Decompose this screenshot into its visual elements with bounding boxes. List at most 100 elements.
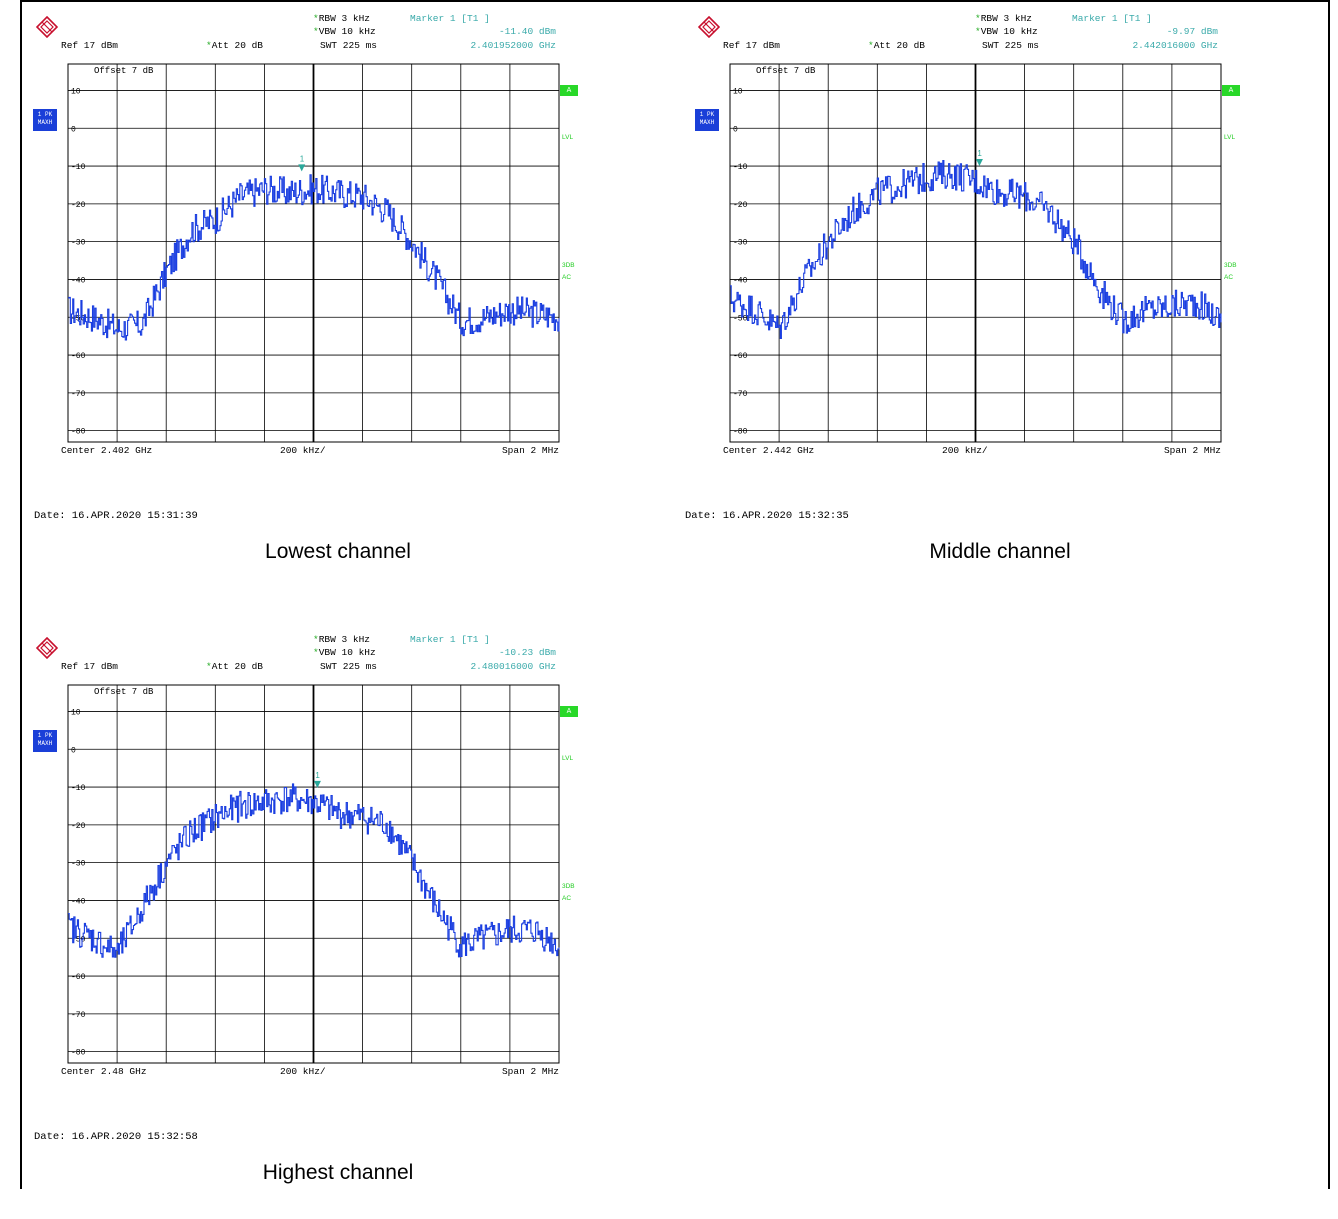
marker-title: Marker 1 [T1 ] [410, 13, 490, 24]
db3-indicator: 3DB [562, 883, 575, 890]
rbw-setting: *RBW 3 kHz [975, 13, 1032, 24]
star-icon: * [868, 40, 874, 51]
marker-title: Marker 1 [T1 ] [410, 634, 490, 645]
channel-caption: Middle channel [929, 540, 1071, 563]
lvl-indicator: LVL [562, 755, 574, 762]
y-tick-label: -10 [71, 784, 86, 793]
star-icon: * [313, 647, 319, 658]
offset-label: Offset 7 dB [756, 66, 816, 76]
page-frame [20, 0, 1330, 1189]
attenuation-setting: *Att 20 dB [868, 40, 925, 51]
marker-number: 1 [977, 149, 982, 158]
capture-date: Date: 16.APR.2020 15:31:39 [34, 510, 198, 522]
capture-date: Date: 16.APR.2020 15:32:58 [34, 1131, 198, 1143]
rbw-label: RBW 3 kHz [980, 13, 1033, 24]
star-icon: * [975, 13, 981, 24]
trace-line [68, 783, 560, 958]
y-tick-label: -70 [71, 390, 86, 399]
star-icon: * [313, 13, 319, 24]
marker-level: -9.97 dBm [1166, 26, 1218, 37]
rbw-setting: *RBW 3 kHz [313, 634, 370, 645]
ref-level: Ref 17 dBm [61, 661, 119, 672]
vbw-setting: *VBW 10 kHz [975, 26, 1038, 37]
y-tick-label: -70 [733, 390, 748, 399]
marker-triangle [298, 164, 306, 172]
marker-number: 1 [315, 771, 320, 780]
y-tick-label: -20 [71, 822, 86, 831]
vbw-label: VBW 10 kHz [980, 26, 1038, 37]
rohde-schwarz-logo [36, 637, 58, 659]
rbw-label: RBW 3 kHz [318, 13, 371, 24]
attenuation-setting: *Att 20 dB [206, 661, 263, 672]
marker-frequency: 2.442016000 GHz [1132, 40, 1218, 51]
marker-triangle [975, 158, 983, 166]
y-tick-label: 10 [71, 708, 81, 717]
spectrum-panel-highest: *RBW 3 kHz *VBW 10 kHz Ref 17 dBm *Att 20 d… [28, 629, 578, 1219]
y-tick-label: -50 [71, 935, 86, 944]
db3-indicator: 3DB [562, 262, 575, 269]
att-label: Att 20 dB [211, 661, 264, 672]
y-tick-label: 10 [733, 87, 743, 96]
trace-mode-label: 1 PK MAXH [33, 109, 57, 131]
rbw-label: RBW 3 kHz [318, 634, 371, 645]
trace-maxhold-label: MAXH [37, 119, 53, 126]
center-frequency: Center 2.402 GHz [61, 445, 153, 456]
att-label: Att 20 dB [873, 40, 926, 51]
y-tick-label: -30 [71, 239, 86, 248]
star-icon: * [313, 634, 319, 645]
trace-mode-label: 1 PK MAXH [695, 109, 719, 131]
star-icon: * [206, 661, 212, 672]
frequency-span: Span 2 MHz [501, 445, 559, 456]
y-tick-label: -60 [733, 352, 748, 361]
y-tick-label: -30 [71, 860, 86, 869]
trace-maxhold-label: MAXH [699, 119, 715, 126]
channel-caption: Lowest channel [265, 540, 411, 563]
y-tick-label: -30 [733, 239, 748, 248]
ref-level: Ref 17 dBm [61, 40, 119, 51]
trace-detector-label: 1 PK [37, 732, 53, 739]
y-tick-label: -40 [733, 276, 748, 285]
y-tick-label: -80 [733, 428, 748, 437]
y-tick-label: -40 [71, 276, 86, 285]
sweep-time: SWT 225 ms [320, 40, 378, 51]
y-tick-label: -70 [71, 1011, 86, 1020]
y-tick-label: -10 [71, 163, 86, 172]
trace-maxhold-label: MAXH [37, 740, 53, 747]
y-tick-label: -80 [71, 428, 86, 437]
rohde-schwarz-logo [698, 16, 720, 38]
spectrum-panel-lowest: *RBW 3 kHz *VBW 10 kHz Ref 17 dBm *Att 20 d… [28, 8, 578, 598]
mode-a-badge: A [560, 706, 578, 717]
star-icon: * [313, 26, 319, 37]
y-tick-label: 0 [71, 125, 76, 134]
mode-a-badge: A [1222, 85, 1240, 96]
sweep-time: SWT 225 ms [320, 661, 378, 672]
y-tick-label: -10 [733, 163, 748, 172]
star-icon: * [206, 40, 212, 51]
y-tick-label: -60 [71, 352, 86, 361]
trace-detector-label: 1 PK [37, 111, 53, 118]
trace-mode-label: 1 PK MAXH [33, 730, 57, 752]
trace-line [68, 174, 560, 341]
y-tick-label: -20 [733, 201, 748, 210]
marker-frequency: 2.480016000 GHz [470, 661, 556, 672]
marker-level: -10.23 dBm [498, 647, 556, 658]
star-icon: * [975, 26, 981, 37]
marker-level: -11.40 dBm [498, 26, 556, 37]
rbw-setting: *RBW 3 kHz [313, 13, 370, 24]
y-tick-label: 0 [71, 746, 76, 755]
vbw-setting: *VBW 10 kHz [313, 26, 376, 37]
marker-frequency: 2.401952000 GHz [470, 40, 556, 51]
frequency-span: Span 2 MHz [501, 1066, 559, 1077]
marker-triangle [313, 780, 321, 788]
db3-indicator: 3DB [1224, 262, 1237, 269]
frequency-division: 200 kHz/ [942, 445, 988, 456]
vbw-label: VBW 10 kHz [318, 26, 376, 37]
vbw-setting: *VBW 10 kHz [313, 647, 376, 658]
ac-indicator: AC [562, 895, 572, 902]
y-tick-label: 10 [71, 87, 81, 96]
ref-level: Ref 17 dBm [723, 40, 781, 51]
capture-date: Date: 16.APR.2020 15:32:35 [685, 510, 849, 522]
